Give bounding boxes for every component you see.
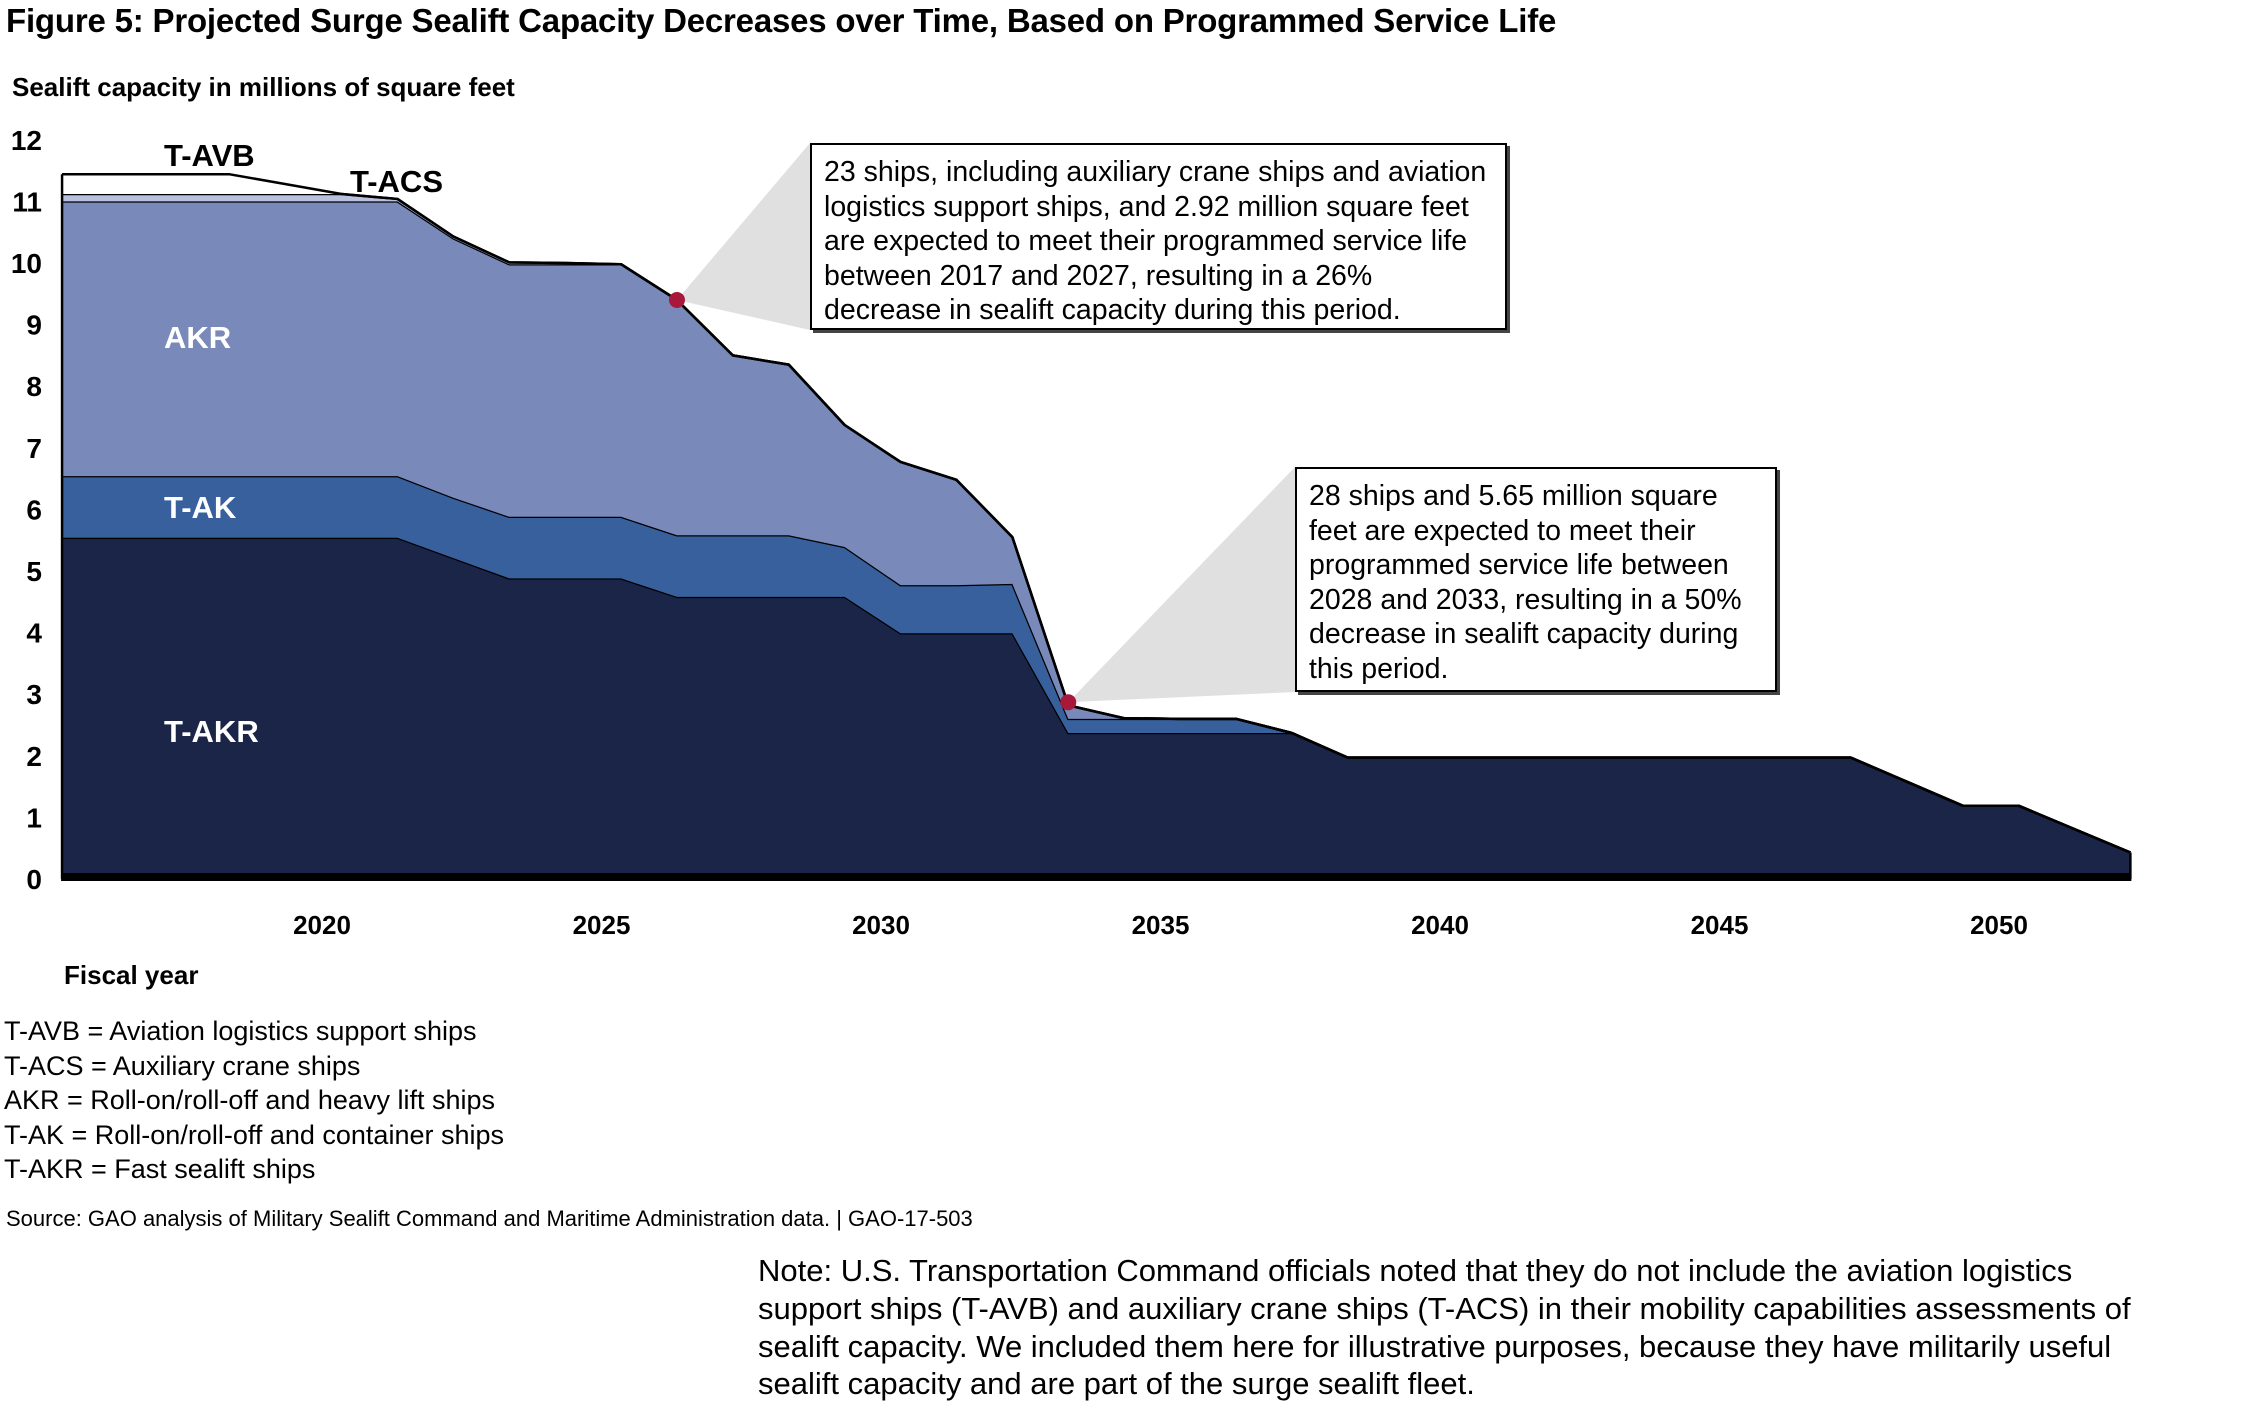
callout-line: logistics support ships, and 2.92 millio… <box>824 190 1469 223</box>
y-tick-label: 1 <box>26 802 42 833</box>
area-akr <box>62 201 2131 853</box>
series-label-akr: AKR <box>164 320 231 355</box>
series-label-t-avb: T-AVB <box>164 138 255 173</box>
y-tick-label: 2 <box>26 741 42 772</box>
area-t-ak <box>62 476 2131 853</box>
y-tick-label: 5 <box>26 556 42 587</box>
x-axis-baseline <box>61 873 2132 881</box>
area-t-akr <box>62 537 2131 879</box>
x-axis-title: Fiscal year <box>64 960 199 990</box>
series-labels: T-AVB T-ACS AKR T-AK T-AKR <box>164 138 443 749</box>
series-label-t-akr: T-AKR <box>164 714 259 749</box>
y-tick-label: 4 <box>26 618 42 649</box>
y-tick-label: 7 <box>26 433 42 464</box>
figure-title: Figure 5: Projected Surge Sealift Capaci… <box>6 2 1557 39</box>
abbreviation-legend: T-AVB = Aviation logistics support ships… <box>4 1014 504 1187</box>
y-tick-label: 9 <box>26 310 42 341</box>
x-tick-label: 2050 <box>1970 910 2028 940</box>
x-tick-label: 2040 <box>1411 910 1469 940</box>
annotation-marker <box>1060 694 1077 711</box>
y-tick-label: 6 <box>26 494 42 525</box>
note-line: Note: U.S. Transportation Command offici… <box>758 1253 2073 1288</box>
source-note: Source: GAO analysis of Military Sealift… <box>6 1206 973 1231</box>
note-line: sealift capacity and are part of the sur… <box>758 1366 1475 1402</box>
annotation-markers <box>668 291 1077 711</box>
x-tick-label: 2045 <box>1691 910 1749 940</box>
y-tick-label: 10 <box>11 248 42 279</box>
callout-box-2028-2033: 28 ships and 5.65 million square feet ar… <box>1295 467 1777 692</box>
legend-item-t-avb: T-AVB = Aviation logistics support ships <box>4 1016 477 1046</box>
callout-line: feet are expected to meet their <box>1309 514 1696 547</box>
callout-box-2017-2027: 23 ships, including auxiliary crane ship… <box>810 143 1507 330</box>
y-tick-label: 11 <box>12 186 42 217</box>
callout-line: between 2017 and 2027, resulting in a 26… <box>824 259 1373 292</box>
callout-line: 23 ships, including auxiliary crane ship… <box>824 156 1487 188</box>
y-tick-label: 12 <box>11 125 42 156</box>
legend-item-t-ak: T-AK = Roll-on/roll-off and container sh… <box>4 1119 505 1150</box>
series-label-t-acs: T-ACS <box>350 164 443 199</box>
callout-line: 2028 and 2033, resulting in a 50% <box>1309 583 1742 616</box>
callout-line: decrease in sealift capacity during this… <box>824 294 1401 327</box>
callout-line: are expected to meet their programmed se… <box>824 225 1468 258</box>
y-tick-label: 0 <box>26 864 42 895</box>
x-tick-label: 2030 <box>852 910 910 940</box>
callout-line: decrease in sealift capacity during <box>1309 618 1739 651</box>
x-tick-label: 2035 <box>1132 910 1190 940</box>
legend-item-akr: AKR = Roll-on/roll-off and heavy lift sh… <box>4 1085 495 1115</box>
x-axis-ticks: 2020 2025 2030 2035 2040 2045 2050 <box>293 910 2028 940</box>
note-line: support ships (T-AVB) and auxiliary cran… <box>758 1290 2131 1326</box>
callout-wedge <box>1068 467 1295 703</box>
x-tick-label: 2025 <box>573 910 631 940</box>
y-tick-label: 3 <box>26 679 42 710</box>
y-axis-title: Sealift capacity in millions of square f… <box>12 72 515 102</box>
y-tick-label: 8 <box>26 371 42 402</box>
series-label-t-ak: T-AK <box>164 490 237 525</box>
note-line: sealift capacity. We included them here … <box>758 1328 2112 1364</box>
x-tick-label: 2020 <box>293 910 351 940</box>
stacked-areas <box>60 173 2132 881</box>
callout-line: this period. <box>1309 652 1449 685</box>
callout-wedges <box>676 143 1295 703</box>
outline-t-avb <box>62 173 2131 854</box>
legend-item-t-akr: T-AKR = Fast sealift ships <box>4 1154 316 1184</box>
callout-line: 28 ships and 5.65 million square <box>1309 480 1718 512</box>
callout-line: programmed service life between <box>1309 549 1729 582</box>
legend-item-t-acs: T-ACS = Auxiliary crane ships <box>4 1050 361 1081</box>
annotation-marker <box>668 291 685 308</box>
callout-wedge <box>676 143 810 330</box>
footnote: Note: U.S. Transportation Command offici… <box>758 1252 2258 1403</box>
